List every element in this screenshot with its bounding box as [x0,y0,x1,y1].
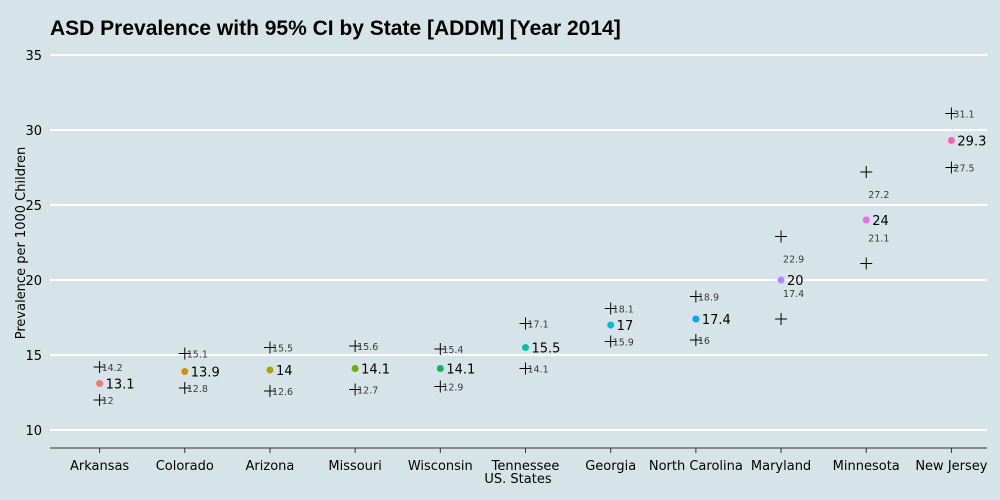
upper-ci-label: 31.1 [953,110,974,121]
lower-ci-label: 12.9 [442,383,463,394]
prevalence-value-label: 29.3 [957,135,986,150]
x-tick-label: Tennessee [491,459,560,474]
prevalence-point [607,321,615,329]
lower-ci-label: 12.6 [272,387,293,398]
x-tick-label: Maryland [751,459,811,474]
upper-ci-marker [263,341,276,354]
x-tick-label: New Jersey [915,459,987,474]
lower-ci-marker [945,161,958,174]
upper-ci-marker [519,317,532,330]
y-tick-label: 10 [25,424,42,439]
lower-ci-label: 16 [698,336,710,347]
data-marks: 14.2 12 13.1 15.1 12.8 13.9 15.5 12.6 14 15.6 12.7… [93,107,986,407]
prevalence-value-label: 24 [872,214,889,229]
lower-ci-marker [93,394,106,406]
upper-ci-label: 15.5 [272,344,293,355]
y-tick-label: 35 [25,49,42,64]
upper-ci-label: 22.9 [783,255,804,266]
gridlines [50,54,987,431]
lower-ci-label: 17.4 [783,289,804,300]
upper-ci-marker [349,340,362,352]
x-tick-label: Missouri [328,459,382,474]
x-tick-label: Georgia [585,459,636,474]
upper-ci-label: 15.6 [357,342,378,353]
prevalence-value-label: 15.5 [532,342,561,357]
prevalence-value-label: 14 [276,364,293,379]
upper-ci-marker [689,290,702,303]
upper-ci-marker [604,302,617,315]
lower-ci-label: 12.8 [187,384,208,395]
y-tick-label: 30 [25,124,42,139]
upper-ci-label: 27.2 [868,190,889,201]
prevalence-point [947,137,955,144]
upper-ci-marker [434,343,447,355]
prevalence-point [777,276,785,284]
upper-ci-label: 18.9 [698,293,719,304]
x-tick-label: Wisconsin [408,459,473,474]
prevalence-value-label: 17 [617,319,634,334]
prevalence-point [96,380,104,387]
prevalence-point [266,366,274,374]
x-axis-label: US. States [484,472,551,487]
prevalence-value-label: 17.4 [702,313,731,328]
upper-ci-marker [945,107,958,120]
upper-ci-label: 17.1 [528,320,549,331]
prevalence-point [692,315,700,323]
x-tick-label: Minnesota [833,459,900,474]
x-tick-label: Arizona [246,459,295,474]
prevalence-point [436,365,444,372]
lower-ci-label: 14.1 [528,365,549,376]
prevalence-point [181,368,189,375]
lower-ci-label: 15.9 [613,338,634,349]
lower-ci-marker [263,385,276,397]
y-axis-label: Prevalence per 1000 Children [14,147,29,340]
prevalence-point [862,216,870,224]
x-tick-label: Colorado [156,459,214,474]
y-tick-label: 20 [25,274,42,289]
upper-ci-marker [93,361,106,373]
lower-ci-marker [434,380,447,393]
x-tick-label: Arkansas [70,459,129,474]
lower-ci-marker [689,334,702,346]
chart-title: ASD Prevalence with 95% CI by State [ADD… [50,17,621,40]
prevalence-value-label: 14.1 [361,363,390,378]
y-tick-labels: 10 15 20 25 30 35 [25,49,42,439]
y-tick-label: 25 [25,199,42,214]
upper-ci-marker [860,166,873,178]
upper-ci-label: 14.2 [102,363,123,374]
x-tick-labels: Arkansas Colorado Arizona Missouri Wisconsin… [70,448,988,474]
lower-ci-label: 27.5 [953,164,974,175]
prevalence-value-label: 14.1 [446,363,475,378]
lower-ci-marker [775,313,788,325]
prevalence-value-label: 20 [787,274,804,289]
upper-ci-label: 15.1 [187,350,208,361]
prevalence-value-label: 13.1 [106,378,135,393]
upper-ci-label: 18.1 [613,305,634,316]
lower-ci-marker [604,335,617,348]
x-tick-label: North Carolina [649,459,743,474]
prevalence-value-label: 13.9 [191,366,220,381]
y-tick-label: 15 [25,349,42,364]
upper-ci-marker [178,347,191,360]
prevalence-point [522,344,529,351]
lower-ci-label: 12.7 [357,386,378,397]
upper-ci-marker [775,230,788,243]
lower-ci-marker [519,362,532,375]
lower-ci-marker [178,382,191,394]
lower-ci-marker [860,257,873,270]
upper-ci-label: 15.4 [442,345,463,356]
lower-ci-label: 21.1 [868,234,889,245]
lower-ci-marker [349,383,362,396]
lower-ci-label: 12 [102,396,114,407]
prevalence-point [351,365,359,372]
